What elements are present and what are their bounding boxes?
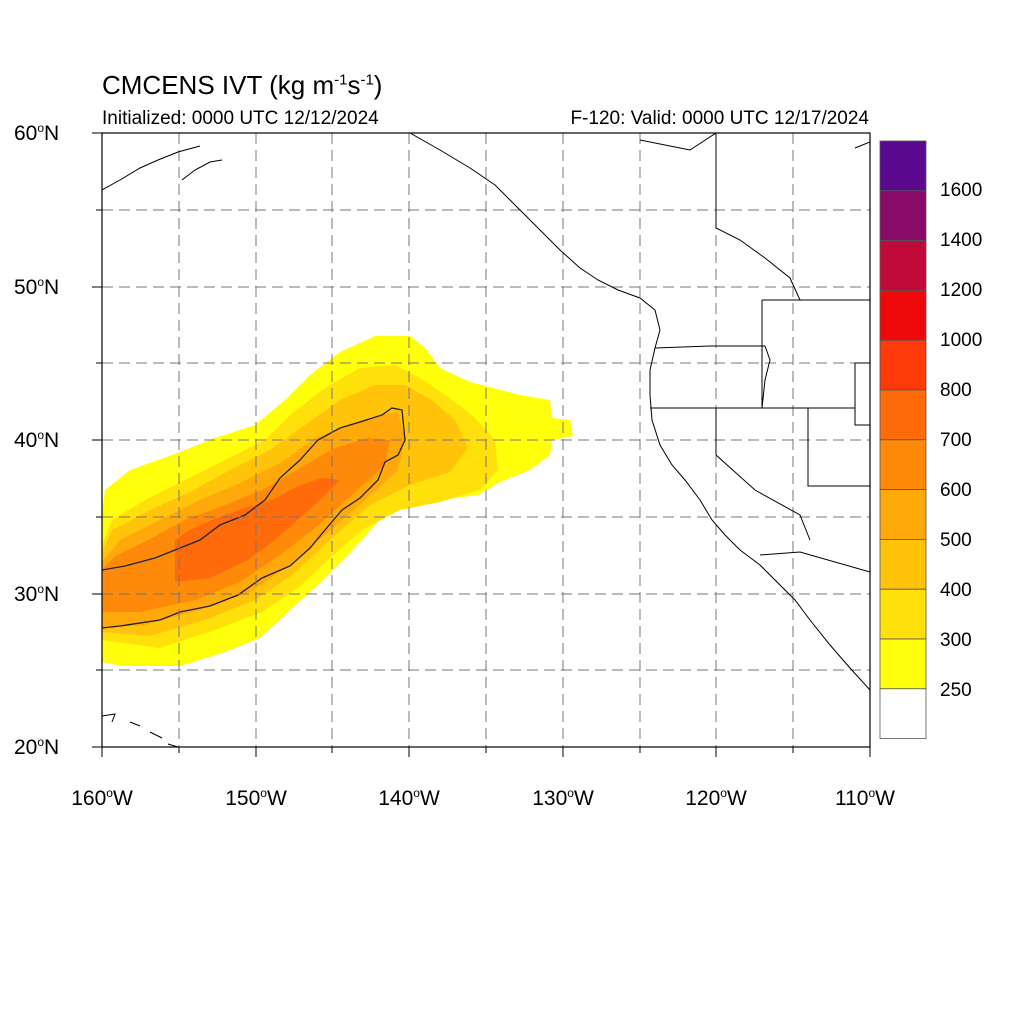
colorbar-swatch (879, 439, 927, 490)
colorbar-label-250: 250 (940, 680, 972, 701)
ivt-500-contour (102, 407, 406, 629)
colorbar-label-1000: 1000 (940, 330, 983, 351)
lon-label-140w: 140oW (378, 786, 440, 810)
colorbar-label-700: 700 (940, 430, 972, 451)
ivt-700-shade (175, 478, 340, 582)
lat-label-50n: 50oN (14, 275, 60, 299)
state-borders (650, 133, 870, 573)
lon-label-120w: 120oW (685, 786, 747, 810)
lat-label-30n: 30oN (14, 582, 60, 606)
colorbar-swatch (879, 190, 927, 242)
lon-label-130w: 130oW (532, 786, 594, 810)
colorbar-label-1200: 1200 (940, 280, 983, 301)
colorbar-swatch (879, 638, 927, 690)
colorbar-swatch (879, 588, 927, 640)
colorbar-swatch (879, 539, 927, 590)
lon-label-150w: 150oW (225, 786, 287, 810)
axis-ticks (92, 132, 871, 757)
lon-label-160w: 160oW (71, 786, 133, 810)
colorbar-swatch (879, 289, 927, 341)
colorbar-label-500: 500 (940, 530, 972, 551)
colorbar-label-1600: 1600 (940, 180, 983, 201)
lat-label-20n: 20oN (14, 735, 60, 759)
lon-label-110w: 110oW (835, 786, 895, 810)
colorbar-label-800: 800 (940, 380, 972, 401)
graticule (102, 133, 870, 747)
colorbar-swatch (879, 688, 927, 739)
colorbar (879, 140, 927, 739)
valid-time-text: F-120: Valid: 0000 UTC 12/17/2024 (570, 108, 869, 129)
lat-label-60n: 60oN (14, 121, 60, 145)
colorbar-swatch (879, 489, 927, 540)
colorbar-swatch (879, 339, 927, 391)
colorbar-swatch (879, 240, 927, 291)
lat-label-40n: 40oN (14, 428, 60, 452)
colorbar-label-300: 300 (940, 630, 972, 651)
map-title: CMCENS IVT (kg m-1s-1) (102, 70, 383, 100)
colorbar-label-600: 600 (940, 480, 972, 501)
colorbar-label-1400: 1400 (940, 230, 983, 251)
colorbar-swatch (879, 389, 927, 441)
coastlines (102, 133, 870, 747)
colorbar-label-400: 400 (940, 580, 972, 601)
colorbar-swatch (879, 140, 927, 192)
initialized-text: Initialized: 0000 UTC 12/12/2024 (102, 108, 379, 129)
